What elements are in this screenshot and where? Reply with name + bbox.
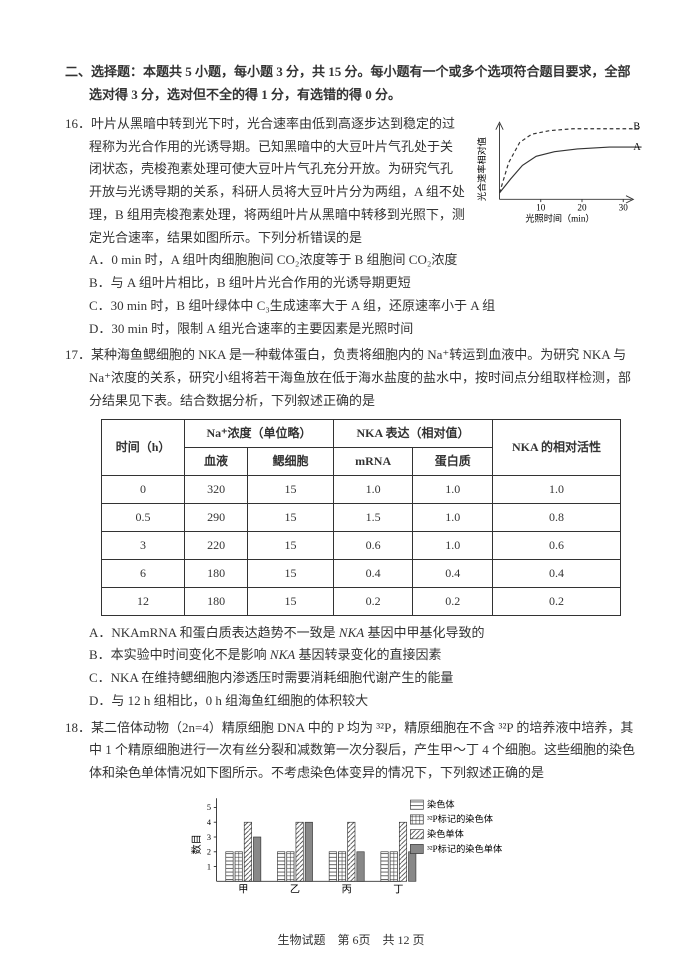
table-cell: 1.0: [413, 531, 493, 559]
table-cell: 290: [185, 503, 248, 531]
table-cell: 1.5: [333, 503, 413, 531]
table-cell: 0.6: [493, 531, 621, 559]
table-cell: 0.4: [413, 559, 493, 587]
table-cell: 0.2: [493, 587, 621, 615]
q17-stem: 17．某种海鱼鳃细胞的 NKA 是一种载体蛋白，负责将细胞内的 Na⁺转运到血液…: [65, 344, 637, 412]
table-cell: 0.4: [333, 559, 413, 587]
svg-text:甲: 甲: [238, 884, 248, 895]
th-na: Na⁺浓度（单位略）: [185, 419, 334, 447]
table-cell: 0.8: [493, 503, 621, 531]
table-cell: 1.0: [333, 475, 413, 503]
svg-text:30: 30: [619, 202, 629, 212]
question-17: 17．某种海鱼鳃细胞的 NKA 是一种载体蛋白，负责将细胞内的 Na⁺转运到血液…: [65, 344, 637, 712]
q17-optD: D．与 12 h 组相比，0 h 组海鱼红细胞的体积较大: [65, 690, 637, 713]
table-cell: 220: [185, 531, 248, 559]
svg-text:20: 20: [577, 202, 587, 212]
q16-chart: B A 10 20 30 光照时间（min） 光合速率相对值: [475, 115, 645, 225]
table-cell: 0.5: [102, 503, 185, 531]
q16-ylabel-text: 光合速率相对值: [476, 137, 487, 201]
table-cell: 15: [248, 531, 334, 559]
table-cell: 0.6: [333, 531, 413, 559]
question-18: 18．某二倍体动物（2n=4）精原细胞 DNA 中的 P 均为 ³²P，精原细胞…: [65, 717, 637, 909]
table-cell: 180: [185, 559, 248, 587]
svg-text:染色体: 染色体: [427, 798, 455, 809]
table-cell: 12: [102, 587, 185, 615]
q17-optB: B．本实验中时间变化不是影响 NKA 基因转录变化的直接因素: [65, 644, 637, 667]
svg-text:染色单体: 染色单体: [427, 828, 464, 839]
q16-optD: D．30 min 时，限制 A 组光合速率的主要因素是光照时间: [65, 318, 637, 341]
q16-optA: A．0 min 时，A 组叶肉细胞胞间 CO₂浓度等于 B 组胞间 CO₂浓度: [65, 249, 637, 272]
svg-text:丁: 丁: [393, 884, 403, 895]
page: 二、选择题：本题共 5 小题，每小题 3 分，共 15 分。每小题有一个或多个选…: [0, 0, 692, 978]
q16-stem: 16．叶片从黑暗中转到光下时，光合速率由低到高逐步达到稳定的过程称为光合作用的光…: [65, 113, 465, 250]
question-16: 16．叶片从黑暗中转到光下时，光合速率由低到高逐步达到稳定的过程称为光合作用的光…: [65, 113, 637, 341]
q18-stem: 18．某二倍体动物（2n=4）精原细胞 DNA 中的 P 均为 ³²P，精原细胞…: [65, 717, 637, 785]
table-cell: 0.4: [493, 559, 621, 587]
th-act: NKA 的相对活性: [493, 419, 621, 475]
table-cell: 15: [248, 503, 334, 531]
table-cell: 0.2: [333, 587, 413, 615]
svg-text:2: 2: [207, 847, 211, 856]
th-blood: 血液: [185, 447, 248, 475]
table-cell: 320: [185, 475, 248, 503]
q17-optC: C．NKA 在维持鳃细胞内渗透压时需要消耗细胞代谢产生的能量: [65, 667, 637, 690]
q18-chart: 数目 1 2 3 4 5 甲 乙 丙 丁 染色体 ³²P标记的染色体染色单体 ³²P标记的染色单体: [185, 789, 525, 909]
q17-table: 时间（h） Na⁺浓度（单位略） NKA 表达（相对值） NKA 的相对活性 血…: [101, 419, 621, 616]
q16-optC: C．30 min 时，B 组叶绿体中 C₃生成速率大于 A 组，还原速率小于 A…: [65, 295, 637, 318]
q16-optB: B．与 A 组叶片相比，B 组叶片光合作用的光诱导期更短: [65, 272, 637, 295]
svg-text:1: 1: [207, 862, 211, 871]
table-cell: 0: [102, 475, 185, 503]
q16-xlabel: 光照时间（min）: [525, 212, 594, 223]
th-nka: NKA 表达（相对值）: [333, 419, 492, 447]
page-footer: 生物试题 第 6页 共 12 页: [65, 931, 637, 948]
svg-text:5: 5: [207, 803, 211, 812]
q16-label-a: A: [633, 142, 641, 153]
svg-text:丙: 丙: [342, 884, 352, 895]
svg-text:4: 4: [207, 818, 212, 827]
table-cell: 15: [248, 587, 334, 615]
table-cell: 15: [248, 559, 334, 587]
table-cell: 6: [102, 559, 185, 587]
q17-optA: A．NKAmRNA 和蛋白质表达趋势不一致是 NKA 基因中甲基化导致的: [65, 622, 637, 645]
svg-text:3: 3: [207, 833, 211, 842]
svg-text:³²P标记的染色体: ³²P标记的染色体: [427, 813, 493, 824]
table-cell: 180: [185, 587, 248, 615]
svg-text:乙: 乙: [290, 883, 300, 895]
table-cell: 1.0: [413, 503, 493, 531]
th-prot: 蛋白质: [413, 447, 493, 475]
table-cell: 0.2: [413, 587, 493, 615]
table-cell: 15: [248, 475, 334, 503]
th-gill: 鳃细胞: [248, 447, 334, 475]
svg-text:10: 10: [536, 202, 546, 212]
q18-ylabel: 数目: [190, 834, 203, 854]
svg-text:³²P标记的染色单体: ³²P标记的染色单体: [427, 843, 502, 854]
q16-label-b: B: [633, 121, 640, 132]
table-cell: 1.0: [413, 475, 493, 503]
table-cell: 3: [102, 531, 185, 559]
th-time: 时间（h）: [102, 419, 185, 475]
th-mrna: mRNA: [333, 447, 413, 475]
section-header: 二、选择题：本题共 5 小题，每小题 3 分，共 15 分。每小题有一个或多个选…: [89, 60, 637, 107]
table-cell: 1.0: [493, 475, 621, 503]
